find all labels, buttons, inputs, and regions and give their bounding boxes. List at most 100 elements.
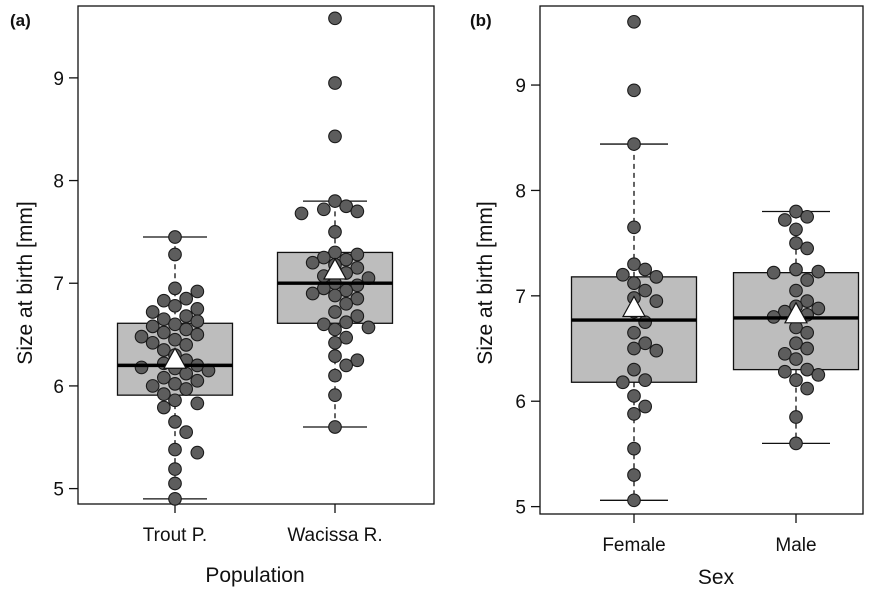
data-point (789, 283, 803, 298)
panel-b-y-tick-label: 6 (515, 392, 526, 413)
data-point (168, 332, 182, 347)
data-point (615, 267, 630, 282)
data-point (789, 373, 803, 387)
data-point (789, 236, 803, 250)
data-point (190, 373, 205, 388)
data-point (638, 399, 653, 414)
data-point (627, 441, 641, 456)
panel-b-y-tick-label: 5 (515, 498, 526, 519)
data-point (168, 377, 182, 391)
data-point (627, 325, 641, 340)
data-point (350, 247, 365, 262)
data-point (800, 209, 815, 224)
data-point (179, 382, 194, 396)
data-point (145, 335, 160, 350)
data-point (316, 250, 331, 265)
data-point (350, 353, 365, 368)
data-point (145, 319, 160, 334)
data-point (168, 393, 182, 408)
data-point (294, 206, 309, 221)
data-point (145, 379, 160, 393)
data-point (627, 341, 641, 356)
data-point (800, 294, 815, 308)
panel-b-y-tick-label: 9 (515, 76, 526, 97)
data-point (190, 327, 205, 342)
data-point (777, 364, 792, 379)
data-point (156, 325, 171, 340)
data-point (179, 309, 194, 323)
data-point (145, 305, 160, 319)
data-point (339, 199, 354, 214)
panel-a-y-tick-label: 7 (53, 274, 64, 295)
data-point (627, 83, 641, 98)
data-point (168, 230, 182, 244)
data-point (627, 220, 641, 235)
mean-marker (162, 347, 188, 369)
data-point (800, 381, 815, 396)
panel-a-y-tick-label: 5 (53, 480, 64, 501)
panel-b-plot-area: 5 6 7 8 9 Female Male (515, 5, 864, 556)
data-point (328, 349, 342, 363)
data-point (328, 129, 342, 144)
data-point (339, 358, 354, 373)
data-point (789, 352, 803, 366)
data-point (649, 294, 664, 308)
data-point (638, 373, 653, 387)
data-point (179, 322, 194, 337)
data-point (328, 11, 342, 26)
data-point (168, 492, 182, 506)
data-point (627, 362, 641, 377)
panel-b: (b) Size at birth [mm] Sex 5 6 7 8 9 Female Ma… (470, 5, 864, 589)
panel-b-x-axis-title: Sex (698, 566, 735, 589)
data-point (638, 315, 653, 330)
panel-a-y-axis-title: Size at birth [mm] (14, 201, 37, 364)
mean-marker (322, 257, 348, 280)
data-point (179, 337, 194, 352)
data-point (156, 400, 171, 415)
data-point (339, 296, 354, 311)
data-point (156, 293, 171, 308)
data-point (190, 445, 205, 460)
data-point (316, 317, 331, 332)
data-point (350, 291, 365, 306)
data-point (328, 420, 342, 434)
data-point (615, 375, 630, 390)
panel-a-y-tick-label: 6 (53, 377, 64, 398)
data-point (328, 388, 342, 403)
panel-b-y-tick-label: 7 (515, 287, 526, 308)
data-point (328, 305, 342, 319)
panel-a-label: (a) (10, 11, 31, 30)
data-point (789, 262, 803, 277)
panel-a-y-tick-label: 9 (53, 69, 64, 90)
data-point (777, 346, 792, 361)
data-point (156, 343, 171, 357)
data-point (627, 468, 641, 482)
data-point (811, 301, 826, 316)
data-point (627, 137, 641, 151)
data-point (179, 366, 194, 381)
data-point (168, 476, 182, 491)
data-point (328, 225, 342, 239)
data-point (350, 260, 365, 275)
data-point (168, 317, 182, 332)
data-point (800, 241, 815, 256)
data-point (811, 264, 826, 279)
data-point (305, 255, 320, 270)
panel-b-label: (b) (470, 11, 492, 30)
data-point (328, 194, 342, 208)
data-point (627, 14, 641, 29)
panel-a-x-tick-label: Trout P. (143, 525, 207, 546)
data-point (134, 329, 149, 344)
data-point (627, 257, 641, 272)
data-point (168, 247, 182, 262)
data-point (789, 410, 803, 424)
data-point (800, 273, 815, 287)
data-point (156, 370, 171, 385)
data-point (190, 396, 205, 411)
data-point (328, 322, 342, 337)
data-point (168, 442, 182, 457)
data-point (627, 389, 641, 403)
panel-a-x-tick-label: Wacissa R. (287, 525, 382, 546)
panel-a-x-axis-title: Population (205, 564, 304, 587)
data-point (339, 252, 354, 267)
